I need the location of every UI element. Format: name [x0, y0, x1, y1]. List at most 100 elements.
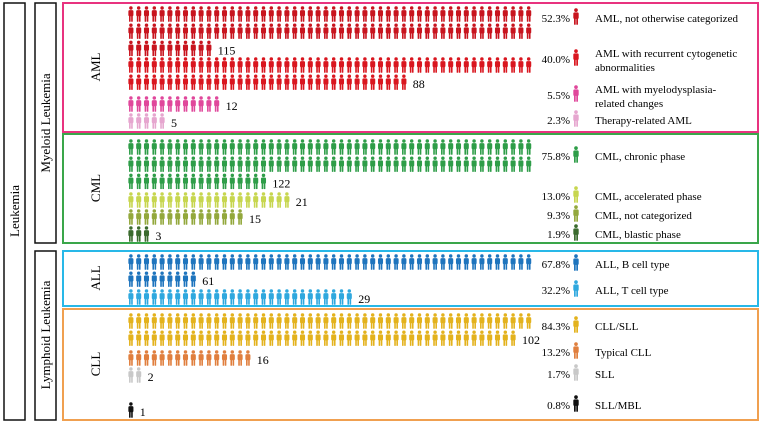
- person-icon: [323, 23, 329, 39]
- person-icon: [253, 289, 259, 305]
- person-icon: [299, 57, 306, 73]
- person-icon: [206, 173, 212, 190]
- person-icon: [175, 40, 181, 57]
- person-icon: [182, 209, 189, 225]
- person-icon: [362, 57, 368, 73]
- person-icon: [409, 254, 415, 270]
- person-icon: [424, 6, 430, 22]
- legend-person-icon: [573, 8, 579, 25]
- cml-frame: [62, 133, 759, 244]
- person-icon: [432, 330, 438, 346]
- person-icon: [260, 6, 267, 22]
- person-icon: [245, 192, 251, 208]
- person-icon: [128, 209, 134, 225]
- person-icon: [229, 209, 235, 225]
- person-icon: [167, 57, 173, 73]
- person-icon: [136, 156, 142, 172]
- person-icon: [143, 271, 150, 287]
- person-icon: [323, 74, 329, 90]
- count-label: 115: [218, 43, 236, 57]
- person-icon: [479, 156, 485, 172]
- person-icon: [159, 313, 165, 329]
- person-icon: [159, 6, 165, 22]
- person-icon: [393, 254, 399, 270]
- person-icon: [151, 350, 157, 366]
- person-icon: [253, 139, 259, 155]
- legend-person-icon: [573, 395, 579, 412]
- person-icon: [136, 209, 142, 225]
- person-icon: [315, 313, 321, 329]
- person-icon: [370, 254, 376, 270]
- person-icon: [354, 74, 360, 90]
- person-icon: [292, 156, 298, 172]
- person-icon: [377, 156, 384, 172]
- person-icon: [307, 139, 313, 155]
- person-icon: [143, 254, 150, 270]
- person-icon: [229, 192, 235, 208]
- person-icon: [221, 139, 228, 155]
- person-icon: [182, 350, 189, 366]
- person-icon: [175, 350, 181, 366]
- person-icon: [175, 271, 181, 287]
- person-icon: [229, 23, 235, 39]
- person-icon: [471, 57, 477, 73]
- legend-label: SLL: [595, 369, 615, 381]
- person-icon: [136, 57, 142, 73]
- person-icon: [362, 74, 368, 90]
- person-icon: [229, 173, 235, 190]
- person-icon: [338, 139, 345, 155]
- person-icon: [151, 139, 157, 155]
- person-icon: [331, 74, 337, 90]
- person-icon: [471, 6, 477, 22]
- person-icon: [370, 74, 376, 90]
- person-icon: [487, 23, 493, 39]
- person-icon: [385, 74, 391, 90]
- person-icon: [190, 271, 196, 287]
- person-icon: [401, 313, 407, 329]
- person-icon: [401, 23, 407, 39]
- person-icon: [128, 113, 134, 129]
- person-icon: [214, 96, 220, 112]
- person-icon: [331, 156, 337, 172]
- person-icon: [479, 23, 485, 39]
- person-icon: [346, 289, 352, 305]
- person-icon: [432, 313, 438, 329]
- lymphoid-label: Lymphoid Leukemia: [38, 280, 53, 389]
- person-icon: [143, 74, 150, 90]
- person-icon: [276, 74, 282, 90]
- person-icon: [260, 57, 267, 73]
- person-icon: [292, 74, 298, 90]
- person-icon: [182, 96, 189, 112]
- person-icon: [159, 173, 165, 190]
- person-icon: [221, 254, 228, 270]
- person-icon: [479, 57, 485, 73]
- person-icon: [526, 139, 532, 155]
- person-icon: [167, 173, 173, 190]
- person-icon: [448, 23, 454, 39]
- person-icon: [448, 6, 454, 22]
- person-icon: [260, 23, 267, 39]
- legend-person-icon: [573, 224, 579, 241]
- person-icon: [206, 209, 212, 225]
- person-icon: [260, 289, 267, 305]
- person-icon: [440, 313, 446, 329]
- person-icon: [237, 156, 243, 172]
- aml-group-label: AML: [88, 52, 103, 81]
- person-icon: [214, 6, 220, 22]
- person-icon: [346, 6, 352, 22]
- person-icon: [346, 23, 352, 39]
- legend-person-icon: [573, 254, 579, 271]
- person-icon: [276, 254, 282, 270]
- person-icon: [214, 209, 220, 225]
- person-icon: [175, 156, 181, 172]
- person-icon: [455, 156, 462, 172]
- person-icon: [276, 330, 282, 346]
- percent-label: 13.2%: [542, 347, 570, 359]
- person-icon: [198, 57, 204, 73]
- person-icon: [331, 57, 337, 73]
- count-label: 15: [249, 212, 261, 226]
- person-icon: [159, 139, 165, 155]
- person-icon: [424, 330, 430, 346]
- legend-person-icon: [573, 85, 579, 102]
- person-icon: [346, 156, 352, 172]
